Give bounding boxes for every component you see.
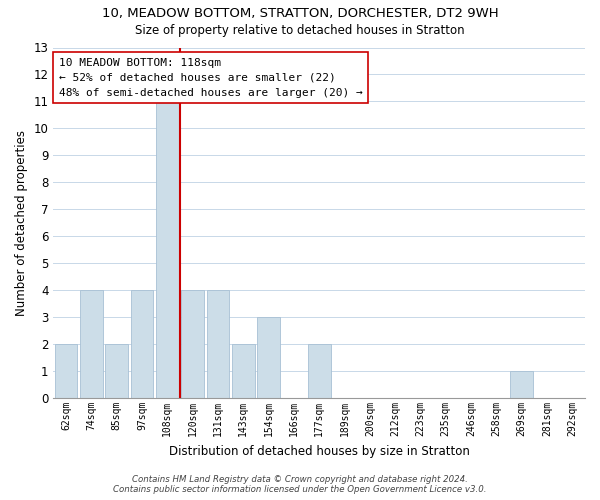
Bar (232, 344, 254, 398)
Bar (131, 290, 154, 398)
Bar (106, 344, 128, 398)
Bar (257, 317, 280, 398)
Bar (181, 290, 204, 398)
X-axis label: Distribution of detached houses by size in Stratton: Distribution of detached houses by size … (169, 444, 470, 458)
Bar (511, 371, 533, 398)
Text: Contains HM Land Registry data © Crown copyright and database right 2024.
Contai: Contains HM Land Registry data © Crown c… (113, 474, 487, 494)
Text: 10, MEADOW BOTTOM, STRATTON, DORCHESTER, DT2 9WH: 10, MEADOW BOTTOM, STRATTON, DORCHESTER,… (101, 8, 499, 20)
Bar (156, 102, 179, 398)
Bar (206, 290, 229, 398)
Bar (55, 344, 77, 398)
Y-axis label: Number of detached properties: Number of detached properties (15, 130, 28, 316)
Text: Size of property relative to detached houses in Stratton: Size of property relative to detached ho… (135, 24, 465, 37)
Bar (308, 344, 331, 398)
Bar (80, 290, 103, 398)
Text: 10 MEADOW BOTTOM: 118sqm
← 52% of detached houses are smaller (22)
48% of semi-d: 10 MEADOW BOTTOM: 118sqm ← 52% of detach… (59, 58, 362, 98)
